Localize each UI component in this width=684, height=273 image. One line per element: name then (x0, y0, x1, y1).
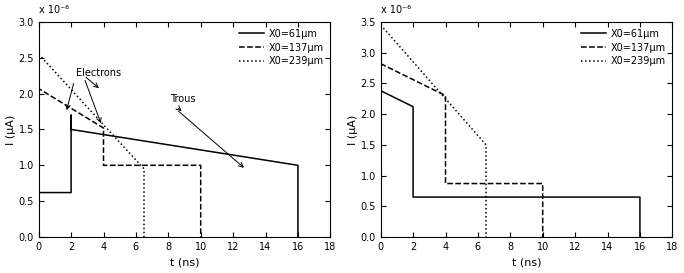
X0=61μm (409, 105, 417, 108)
Text: x 10⁻⁶: x 10⁻⁶ (381, 5, 411, 15)
X0=239μm (35, 52, 43, 56)
X-axis label: t (ns): t (ns) (512, 257, 541, 268)
Text: x 10⁻⁶: x 10⁻⁶ (39, 5, 69, 15)
X0=61μm (294, 164, 302, 167)
Y-axis label: I (μA): I (μA) (347, 114, 358, 145)
X0=61μm (67, 114, 75, 117)
X0=61μm (67, 191, 75, 194)
X0=137μm (377, 62, 385, 65)
X0=137μm (99, 148, 107, 151)
X0=137μm (99, 126, 107, 130)
Line: X0=239μm: X0=239μm (39, 54, 144, 237)
Line: X0=137μm: X0=137μm (381, 64, 542, 237)
X0=61μm (35, 191, 43, 194)
X0=61μm (294, 235, 302, 239)
X0=137μm (538, 182, 547, 185)
X0=239μm (482, 143, 490, 146)
X0=239μm (140, 167, 148, 171)
X0=239μm (377, 23, 385, 26)
X0=137μm (538, 235, 547, 239)
Legend: X0=61μm, X0=137μm, X0=239μm: X0=61μm, X0=137μm, X0=239μm (579, 27, 668, 69)
X0=137μm (35, 178, 43, 181)
Line: X0=137μm: X0=137μm (39, 88, 200, 237)
X0=137μm (99, 164, 107, 167)
X0=137μm (441, 182, 449, 185)
Text: Trous: Trous (170, 94, 196, 104)
Line: X0=61μm: X0=61μm (381, 91, 640, 237)
X0=239μm (140, 235, 148, 239)
Line: X0=61μm: X0=61μm (39, 115, 298, 237)
X0=137μm (196, 164, 205, 167)
Line: X0=239μm: X0=239μm (381, 25, 486, 237)
X-axis label: t (ns): t (ns) (170, 257, 199, 268)
Legend: X0=61μm, X0=137μm, X0=239μm: X0=61μm, X0=137μm, X0=239μm (237, 27, 326, 69)
X0=61μm (636, 195, 644, 199)
X0=61μm (636, 235, 644, 239)
X0=61μm (377, 89, 385, 92)
X0=137μm (35, 87, 43, 90)
X0=239μm (482, 235, 490, 239)
Y-axis label: I (μA): I (μA) (5, 114, 16, 145)
X0=61μm (67, 128, 75, 131)
X0=137μm (196, 235, 205, 239)
Text: Electrons: Electrons (76, 68, 121, 78)
X0=137μm (441, 94, 449, 97)
X0=61μm (409, 195, 417, 199)
